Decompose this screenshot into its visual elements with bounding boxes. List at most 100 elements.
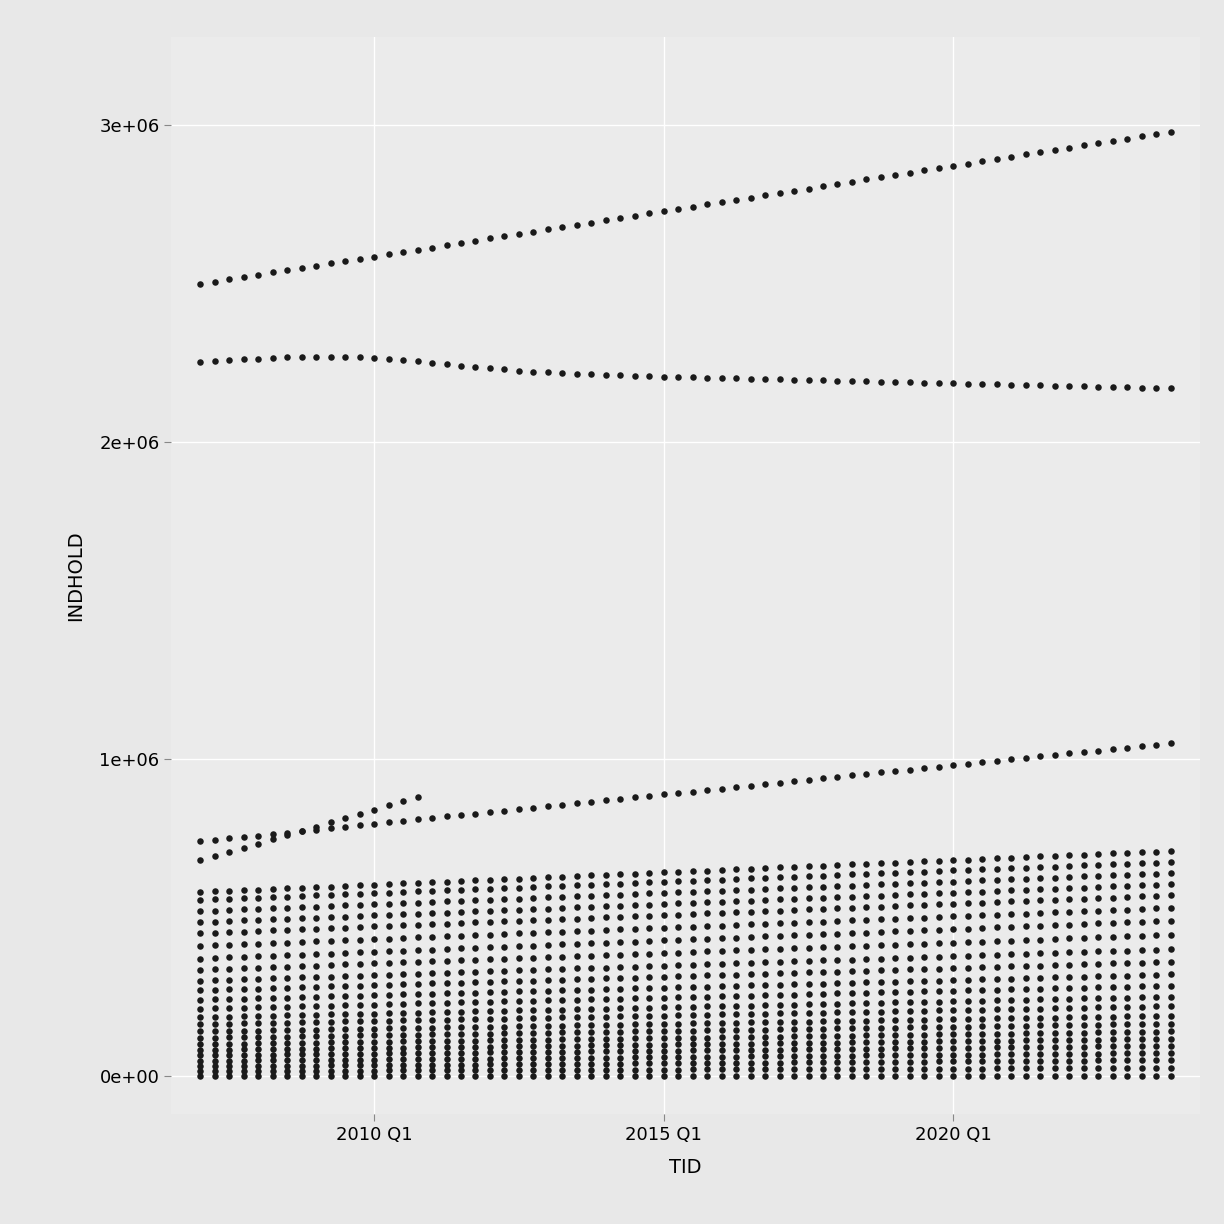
Point	[611, 885, 630, 905]
Point	[204, 1051, 224, 1071]
Point	[204, 1066, 224, 1086]
Point	[1147, 996, 1166, 1016]
Point	[973, 375, 993, 394]
Point	[1001, 905, 1021, 924]
Point	[625, 1060, 645, 1080]
Point	[1073, 136, 1093, 155]
Point	[567, 364, 586, 383]
Point	[741, 869, 760, 889]
Point	[1060, 1044, 1080, 1064]
Point	[900, 1024, 919, 1044]
Point	[524, 900, 543, 919]
Point	[755, 985, 775, 1005]
Point	[1045, 978, 1065, 998]
Point	[204, 1015, 224, 1034]
Point	[886, 761, 906, 781]
Point	[1045, 902, 1065, 922]
Point	[1147, 1029, 1166, 1049]
Point	[524, 1009, 543, 1028]
Point	[973, 1009, 993, 1028]
Point	[741, 953, 760, 973]
Point	[539, 935, 558, 955]
Point	[234, 880, 253, 900]
Point	[654, 988, 673, 1007]
Point	[365, 985, 384, 1005]
Point	[365, 1061, 384, 1081]
Point	[408, 809, 427, 829]
Point	[813, 1047, 832, 1066]
Point	[204, 1040, 224, 1060]
Point	[929, 991, 949, 1011]
Point	[944, 1032, 963, 1051]
Point	[378, 813, 398, 832]
Point	[219, 829, 239, 848]
Point	[393, 1024, 412, 1044]
Point	[813, 1026, 832, 1045]
Point	[1060, 856, 1080, 875]
Point	[914, 1038, 934, 1058]
Point	[1073, 902, 1093, 922]
Point	[480, 870, 499, 890]
Point	[234, 827, 253, 847]
Point	[509, 1001, 529, 1021]
Point	[1147, 1036, 1166, 1055]
Point	[886, 896, 906, 916]
Point	[900, 1051, 919, 1071]
Point	[509, 991, 529, 1011]
Point	[944, 958, 963, 978]
Point	[291, 1066, 311, 1086]
Point	[350, 1050, 370, 1070]
Point	[1103, 1015, 1122, 1034]
Point	[1103, 1029, 1122, 1049]
Point	[581, 934, 601, 953]
Point	[770, 1027, 789, 1047]
Point	[857, 1018, 876, 1038]
Point	[929, 971, 949, 990]
Point	[539, 971, 558, 990]
Point	[683, 955, 703, 974]
Point	[785, 963, 804, 983]
Point	[408, 940, 427, 960]
Point	[668, 930, 688, 950]
Point	[929, 1066, 949, 1086]
Point	[1016, 858, 1036, 878]
Point	[552, 1042, 572, 1061]
Point	[291, 1061, 311, 1081]
Point	[263, 1061, 283, 1081]
Point	[929, 158, 949, 177]
Point	[654, 1054, 673, 1073]
Point	[973, 969, 993, 989]
Point	[625, 1042, 645, 1061]
Point	[365, 1038, 384, 1058]
Point	[393, 916, 412, 935]
Point	[437, 1031, 457, 1050]
Point	[813, 974, 832, 994]
Point	[1045, 868, 1065, 887]
Point	[494, 1049, 514, 1069]
Point	[191, 999, 211, 1018]
Point	[1016, 944, 1036, 963]
Point	[698, 977, 717, 996]
Point	[958, 1009, 978, 1028]
Point	[437, 235, 457, 255]
Point	[509, 361, 529, 381]
Point	[422, 1060, 442, 1080]
Point	[365, 906, 384, 925]
Point	[1016, 930, 1036, 950]
Point	[973, 1038, 993, 1058]
Point	[1132, 1066, 1152, 1086]
Point	[465, 1043, 485, 1062]
Point	[886, 1059, 906, 1078]
Point	[668, 1005, 688, 1024]
Point	[378, 1055, 398, 1075]
Point	[900, 372, 919, 392]
Point	[770, 1066, 789, 1086]
Point	[755, 858, 775, 878]
Point	[393, 974, 412, 994]
Point	[567, 908, 586, 928]
Point	[1088, 867, 1108, 886]
Point	[219, 958, 239, 978]
Point	[813, 876, 832, 896]
Point	[422, 1032, 442, 1051]
Point	[987, 892, 1006, 912]
